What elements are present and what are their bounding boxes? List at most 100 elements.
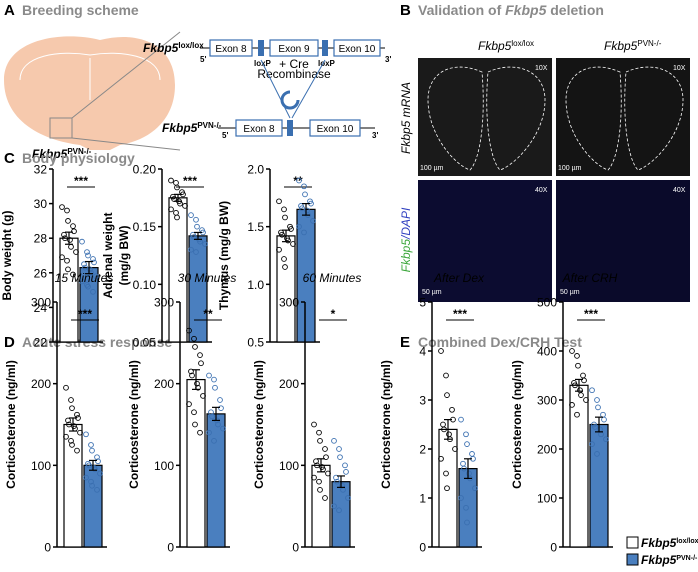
data-point: [81, 261, 87, 268]
data-point: [89, 482, 95, 489]
data-point: [444, 485, 450, 492]
data-point: [62, 235, 68, 242]
data-point: [345, 495, 351, 501]
data-point: [209, 413, 215, 420]
y-tick-label: 5: [419, 296, 426, 310]
y-tick-label: 0.10: [133, 278, 157, 292]
data-point: [206, 372, 212, 379]
data-point: [310, 218, 316, 224]
bar: [206, 413, 226, 548]
data-point: [472, 485, 478, 492]
data-point: [580, 372, 586, 379]
data-point: [317, 437, 323, 444]
data-point: [281, 256, 287, 262]
error-bar: [444, 419, 452, 440]
data-point: [452, 446, 458, 452]
y-axis-label: Thymus (mg/g BW): [217, 201, 231, 310]
data-point: [79, 278, 85, 285]
data-point: [301, 229, 307, 236]
data-point: [208, 409, 214, 416]
data-point: [322, 446, 328, 452]
data-point: [314, 462, 320, 469]
data-point: [68, 397, 74, 403]
y-tick-label: 300: [154, 296, 174, 310]
data-point: [90, 288, 96, 295]
cre-label: Recombinase: [257, 67, 331, 81]
data-point: [66, 421, 72, 428]
significance-label: ***: [453, 307, 467, 321]
data-point: [188, 246, 194, 253]
data-point: [74, 447, 80, 454]
y-tick-label: 300: [537, 394, 557, 408]
panel-title: Breeding scheme: [22, 2, 139, 18]
data-point: [83, 431, 89, 438]
genotype: lox/lox: [178, 41, 204, 50]
data-point: [84, 249, 90, 255]
data-point: [70, 271, 76, 278]
data-point: [569, 348, 575, 354]
zoom-line: [71, 31, 181, 119]
exon: [309, 119, 361, 137]
data-point: [333, 474, 339, 481]
significance-label: **: [293, 174, 303, 188]
data-point: [85, 283, 91, 290]
y-tick-label: 100: [537, 492, 557, 506]
data-point: [464, 519, 470, 526]
data-point: [191, 335, 197, 342]
y-tick-label: 300: [279, 296, 299, 310]
row-label-part: /DAPI: [399, 207, 413, 240]
panel-letter: E: [400, 334, 410, 351]
title-part: deletion: [550, 2, 604, 18]
data-point: [168, 206, 174, 213]
end-label: 3': [385, 55, 391, 64]
micrograph: [418, 58, 552, 176]
y-tick-label: 26: [34, 266, 48, 280]
legend-genotype: PVN-/-: [676, 555, 698, 562]
data-point: [77, 429, 83, 436]
region-box: [49, 117, 73, 139]
data-point: [296, 177, 302, 184]
data-point: [316, 429, 322, 436]
chart-subtitle: After CRH: [562, 271, 618, 285]
y-tick-label: 100: [279, 459, 299, 473]
data-point: [220, 425, 226, 432]
data-point: [288, 226, 294, 232]
y-tick-label: 4: [419, 345, 426, 359]
data-point: [63, 384, 69, 391]
data-point: [458, 416, 464, 423]
y-tick-label: 1: [419, 492, 426, 506]
loxp: [287, 120, 293, 136]
data-point: [282, 264, 288, 270]
y-tick-label: 1.5: [247, 220, 264, 234]
data-point: [197, 429, 203, 436]
y-tick-label: 100: [31, 459, 51, 473]
data-point: [94, 454, 100, 461]
data-point: [73, 249, 79, 255]
scale-bar-label: 100 µm: [558, 165, 582, 172]
y-tick-label: 0: [419, 541, 426, 555]
data-point: [87, 266, 93, 273]
bar: [186, 378, 206, 548]
column-label: Fkbp5lox/lox: [478, 39, 534, 53]
panel-letter: B: [400, 2, 411, 19]
data-point: [316, 478, 322, 485]
brain-outline: [19, 52, 161, 81]
data-point: [215, 421, 221, 428]
y-tick-label: 2: [419, 443, 426, 457]
data-point: [574, 353, 580, 359]
data-point: [186, 401, 192, 407]
data-point: [67, 237, 73, 243]
data-point: [189, 372, 195, 379]
data-point: [460, 460, 466, 467]
gene: Fkbp5: [143, 41, 179, 55]
data-point: [469, 451, 475, 457]
data-point: [443, 470, 449, 477]
data-point: [331, 503, 337, 510]
data-point: [59, 254, 65, 261]
data-point: [583, 397, 589, 403]
y-tick-label: 0.05: [133, 336, 157, 350]
data-point: [574, 411, 580, 418]
panel-letter: D: [4, 334, 15, 351]
panel-title: Combined Dex/CRH Test: [418, 334, 582, 350]
panel-title: Body physiology: [22, 150, 135, 166]
